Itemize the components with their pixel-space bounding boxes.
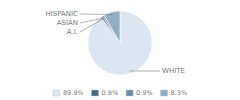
legend: 89.9% 0.9% 0.9% 8.3% <box>53 89 187 97</box>
legend-swatch <box>53 90 60 96</box>
annotations: HISPANICASIANA.I. WHITE <box>45 10 184 75</box>
leader-line <box>80 19 103 32</box>
legend-label: 8.3% <box>171 89 188 97</box>
legend-entry: 0.9% <box>92 89 119 97</box>
chart: HISPANICASIANA.I. WHITE 89.9% 0.9% 0.9% 8.3% <box>0 0 240 100</box>
leader-line <box>129 70 160 71</box>
annotation: WHITE <box>162 67 185 75</box>
legend-label: 89.9% <box>63 89 84 97</box>
pie-slice <box>88 11 152 75</box>
legend-swatch <box>126 90 133 96</box>
pie <box>88 11 152 75</box>
legend-swatch <box>161 90 168 96</box>
annotation: A.I. <box>67 28 78 36</box>
legend-swatch <box>92 90 99 96</box>
legend-label: 0.9% <box>102 89 119 97</box>
leader-line <box>80 14 112 16</box>
annotation: ASIAN <box>57 19 78 27</box>
legend-entry: 0.9% <box>126 89 153 97</box>
annotation: HISPANIC <box>45 10 78 18</box>
legend-entry: 8.3% <box>161 89 188 97</box>
pie-slice <box>104 11 120 43</box>
legend-entry: 89.9% <box>53 89 84 97</box>
legend-label: 0.9% <box>136 89 153 97</box>
